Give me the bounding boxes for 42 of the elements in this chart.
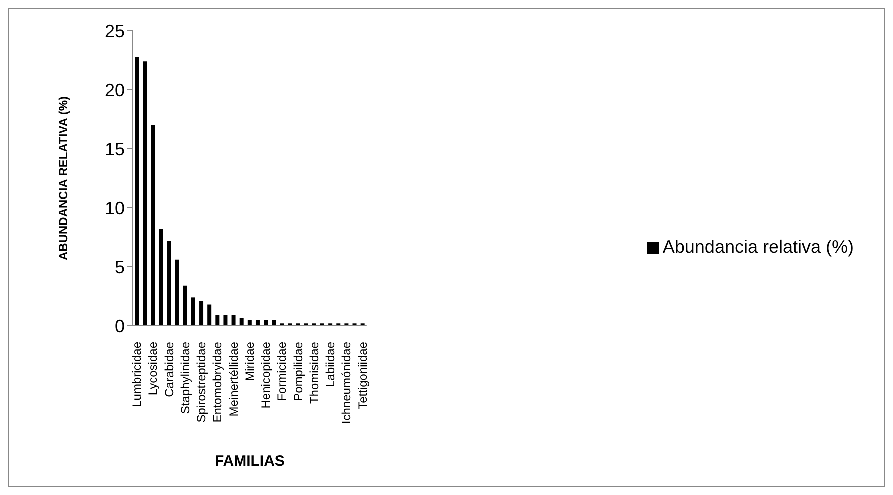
y-tick-label: 0 bbox=[114, 316, 125, 336]
bar bbox=[135, 56, 139, 326]
y-tick-label: 20 bbox=[104, 80, 125, 100]
bar bbox=[232, 315, 236, 326]
y-tick-label: 10 bbox=[104, 198, 125, 218]
x-tick-label: Henicopidae bbox=[259, 342, 274, 409]
x-axis-title: FAMILIAS bbox=[214, 453, 285, 470]
x-tick-label: Lycosidae bbox=[146, 342, 160, 396]
bar bbox=[175, 260, 180, 326]
x-tick-label: Labiidae bbox=[324, 342, 338, 388]
bar bbox=[183, 286, 188, 326]
bar bbox=[167, 241, 172, 326]
x-tick-label: Lumbricidae bbox=[130, 342, 144, 408]
x-tick-label: Ichneumónidae bbox=[340, 342, 354, 424]
x-tick-label: Carabidae bbox=[162, 342, 176, 398]
y-tick-label: 5 bbox=[114, 257, 125, 278]
x-tick-label: Spirostreptidae bbox=[194, 342, 209, 423]
bar bbox=[216, 315, 220, 326]
bar bbox=[224, 315, 228, 326]
bar bbox=[143, 62, 148, 326]
legend-label: Abundancia relativa (%) bbox=[662, 237, 854, 257]
x-tick-label: Pompilidae bbox=[291, 342, 306, 402]
bar bbox=[248, 320, 252, 326]
x-tick-label: Entomobryidae bbox=[210, 342, 225, 423]
y-axis-title: ABUNDANCIA RELATIVA (%) bbox=[56, 96, 70, 260]
x-tick-label: Meinertéllidae bbox=[226, 342, 241, 417]
bar bbox=[200, 301, 204, 326]
x-tick-label: Staphylinidae bbox=[178, 342, 192, 414]
bar bbox=[191, 298, 196, 326]
bar bbox=[240, 318, 244, 326]
bar bbox=[256, 320, 260, 326]
bar bbox=[159, 229, 164, 326]
x-tick-label: Miridae bbox=[242, 342, 257, 382]
y-tick-label: 25 bbox=[104, 21, 125, 42]
y-tick-label: 15 bbox=[104, 139, 125, 160]
bar bbox=[208, 304, 212, 326]
bar bbox=[272, 320, 276, 326]
x-tick-label: Formicidae bbox=[275, 342, 290, 402]
bar bbox=[264, 320, 268, 326]
bar bbox=[151, 125, 156, 326]
x-tick-label: Tettigoniidae bbox=[356, 342, 370, 410]
x-tick-label: Thomisidae bbox=[307, 342, 322, 404]
